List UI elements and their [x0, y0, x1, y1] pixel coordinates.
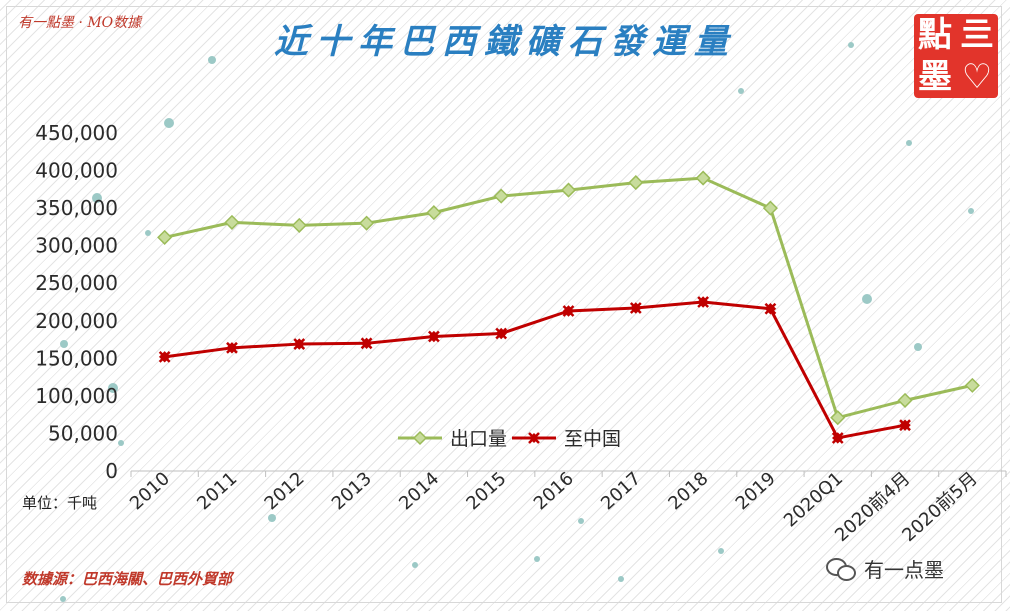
decorative-dot	[718, 548, 724, 554]
y-tick-label: 150,000	[35, 346, 118, 370]
chart-title: 近十年巴西鐵礦石發運量	[274, 22, 736, 62]
decorative-dot	[738, 88, 744, 94]
watermark: 有一点墨	[826, 554, 944, 583]
legend-marker	[529, 433, 539, 443]
china-point	[899, 419, 911, 431]
wechat-icon	[826, 556, 856, 582]
x-tick-label: 2010	[126, 468, 174, 514]
export-point	[426, 205, 442, 221]
china-point	[697, 296, 709, 308]
x-tick-label: 2014	[395, 468, 443, 514]
watermark-text: 有一点墨	[864, 558, 944, 582]
decorative-dot	[618, 576, 624, 582]
legend-marker	[412, 430, 428, 446]
decorative-dot	[848, 42, 854, 48]
china-point	[226, 342, 238, 354]
export-point	[359, 215, 375, 231]
source-label: 数據源：巴西海關、巴西外貿部	[22, 570, 233, 588]
seal-logo: 點 亖 墨 ♡	[914, 14, 998, 98]
china-point	[630, 302, 642, 314]
y-tick-labels: 0 50,000 100,000 150,000 200,000 250,000 300,0…	[35, 121, 118, 483]
x-tick-label: 2012	[261, 468, 309, 514]
seal-char-3: 墨	[918, 57, 952, 97]
china-point	[562, 305, 575, 317]
y-tick-label: 200,000	[35, 309, 118, 333]
chart-axes	[130, 470, 1007, 477]
y-tick-label: 450,000	[35, 121, 118, 145]
china-point	[293, 338, 305, 350]
decorative-dot	[108, 383, 118, 393]
series-line-1	[164, 176, 973, 420]
china-point	[832, 432, 844, 444]
x-tick-label: 2013	[328, 468, 376, 514]
export-point	[830, 410, 846, 426]
decorative-dot	[906, 140, 912, 146]
x-tick-label: 2016	[530, 468, 578, 514]
y-tick-label: 0	[105, 459, 118, 483]
china-point	[428, 330, 440, 343]
seal-char-1: 點	[918, 15, 952, 55]
decorative-dot	[268, 514, 276, 522]
legend-label: 至中国	[564, 428, 621, 450]
y-tick-label: 250,000	[35, 271, 118, 295]
decorative-dot	[145, 230, 151, 236]
export-point	[224, 214, 240, 230]
x-tick-label: 2019	[732, 468, 780, 514]
export-point	[695, 170, 711, 186]
y-tick-label: 350,000	[35, 196, 118, 220]
legend-label: 出口量	[450, 428, 507, 450]
china-point	[764, 303, 777, 315]
export-point	[628, 175, 644, 191]
brand-label: 有一點墨 · MO数據	[18, 15, 142, 31]
chart-frame	[6, 6, 1002, 603]
decorative-dot	[118, 440, 124, 446]
y-tick-label: 100,000	[35, 384, 118, 408]
decorative-dot	[534, 556, 540, 562]
decorative-dot	[578, 518, 584, 524]
x-tick-label: 2017	[597, 468, 645, 514]
decorative-dot	[92, 193, 102, 203]
export-point	[964, 377, 980, 393]
decorative-dot	[862, 294, 872, 304]
export-point	[157, 229, 173, 245]
export-point	[560, 182, 577, 198]
x-tick-label: 2011	[193, 468, 241, 514]
x-tick-label: 2015	[462, 468, 510, 514]
decorative-dot	[968, 208, 974, 214]
unit-label: 单位：千吨	[22, 494, 98, 512]
china-point	[158, 351, 171, 363]
chart-series	[157, 170, 980, 444]
x-tick-label: 2020Q1	[780, 468, 847, 531]
decorative-dot	[914, 343, 922, 351]
x-tick-labels: 2010 2011 2012 2013 2014 2015 2016 2017 2018 2019…	[126, 468, 982, 546]
china-point	[360, 337, 373, 350]
export-point	[291, 217, 307, 233]
export-point	[762, 200, 778, 216]
y-tick-label: 50,000	[48, 421, 118, 445]
seal-char-4: ♡	[961, 57, 993, 97]
china-point	[495, 327, 507, 340]
decorative-dot	[208, 56, 216, 64]
y-tick-label: 400,000	[35, 159, 118, 183]
series-line-2	[164, 300, 906, 440]
y-tick-label: 300,000	[35, 234, 118, 258]
export-point	[493, 188, 509, 204]
decorative-dot	[60, 596, 66, 602]
seal-char-2: 亖	[960, 15, 994, 55]
x-tick-label: 2018	[664, 468, 712, 514]
decorative-dot	[60, 340, 68, 348]
decorative-dot	[164, 118, 174, 128]
decorative-dot	[412, 562, 418, 568]
export-point	[897, 392, 913, 408]
chart-legend: 出口量 至中国	[398, 428, 621, 450]
